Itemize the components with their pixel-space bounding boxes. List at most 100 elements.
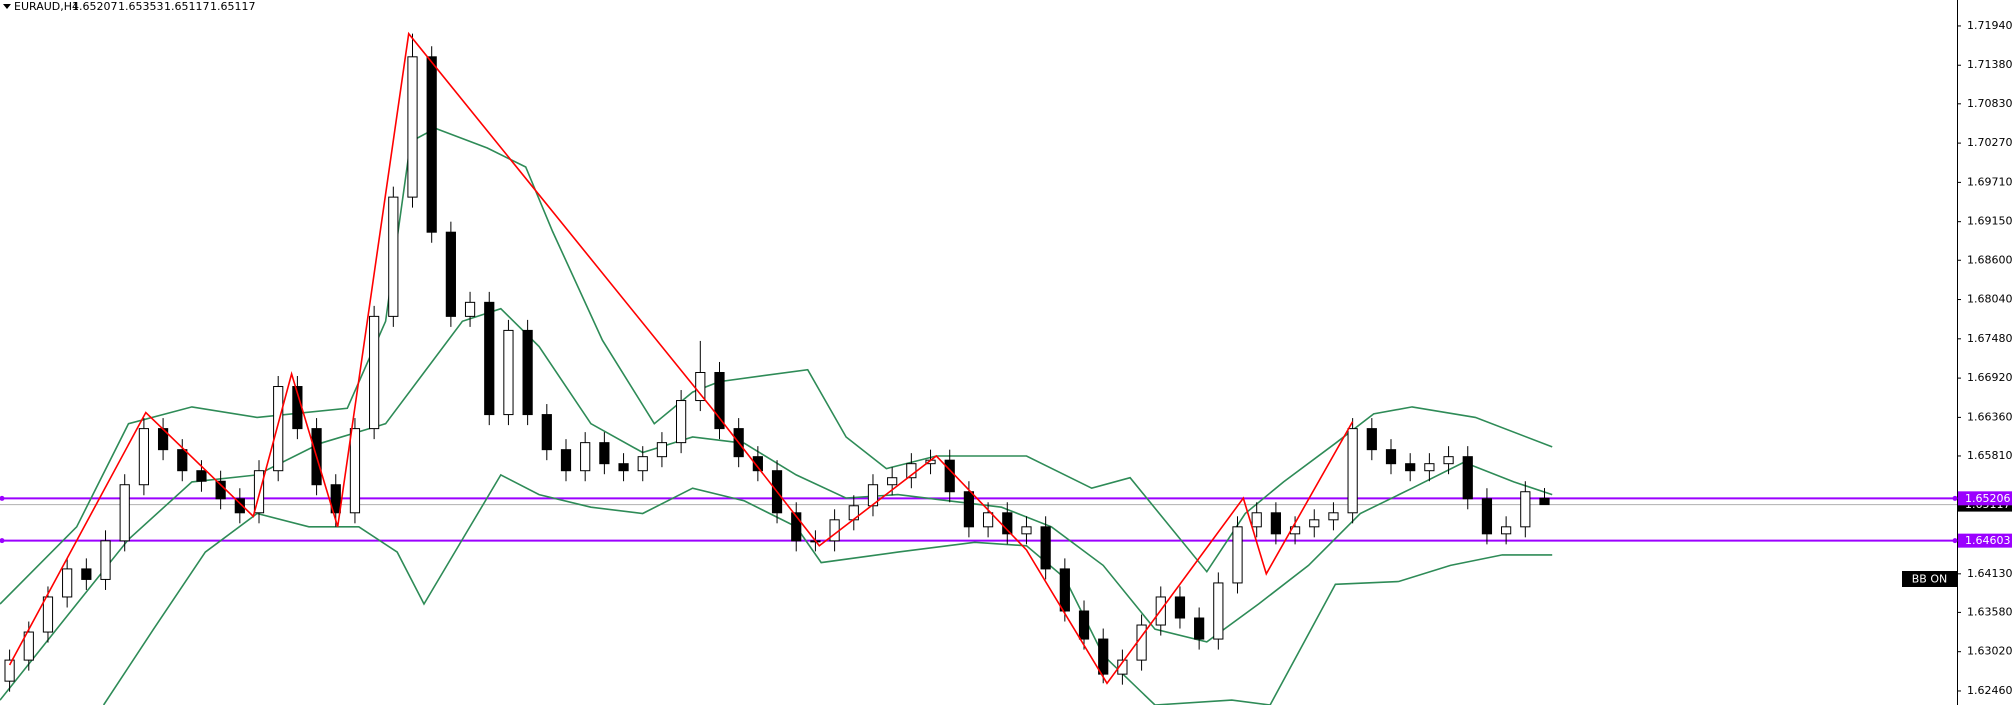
candle-body <box>407 56 418 198</box>
candle-body <box>580 442 591 472</box>
candle-body <box>42 596 54 633</box>
candle-body <box>100 540 111 580</box>
candle-body <box>1328 512 1339 521</box>
candle-body <box>330 484 341 514</box>
candle-body <box>1443 456 1454 465</box>
y-tick-label: 1.69150 <box>1967 215 2012 228</box>
candle-body <box>1501 526 1512 535</box>
y-tick-label: 1.70270 <box>1967 136 2012 149</box>
candle-body <box>1194 617 1205 640</box>
candle-body <box>1366 428 1377 451</box>
y-tick-label: 1.68600 <box>1967 253 2012 266</box>
candle-body <box>62 568 73 598</box>
candle-body <box>752 456 763 472</box>
candle-body <box>714 371 725 430</box>
candle-body <box>1117 659 1128 675</box>
symbol: EURAUD,H4 <box>14 0 79 13</box>
candle-body <box>1539 497 1550 506</box>
y-tick-label: 1.69710 <box>1967 175 2012 188</box>
menu-arrow[interactable] <box>3 4 11 9</box>
candle-body <box>1405 463 1416 472</box>
horizontal-line-label: 1.65206 <box>1965 492 2011 505</box>
candle-body <box>1174 596 1186 619</box>
header-high: 1.65353 <box>118 0 164 13</box>
y-tick-label: 1.65810 <box>1967 449 2012 462</box>
candle-body <box>944 459 955 493</box>
candle-body <box>484 301 495 416</box>
candle-body <box>791 512 802 542</box>
candle-body <box>541 414 552 451</box>
candle-body <box>119 484 130 542</box>
bollinger-band <box>0 127 1553 605</box>
candle-body <box>426 56 437 233</box>
candle-body <box>81 568 92 580</box>
y-tick-label: 1.66360 <box>1967 410 2012 423</box>
bollinger-band <box>102 473 1553 705</box>
candle-body <box>656 442 668 458</box>
candle-body <box>1213 582 1224 640</box>
candle-body <box>196 470 207 482</box>
horizontal-line-label-box <box>1958 491 2012 506</box>
candle-body <box>1424 463 1435 472</box>
candle-body <box>1059 568 1070 612</box>
zigzag <box>8 31 1354 685</box>
candle-body <box>253 470 265 514</box>
header-close: 1.65117 <box>210 0 256 13</box>
candle-body <box>1040 526 1051 570</box>
candle-body <box>1385 449 1397 465</box>
candle-body <box>1520 491 1531 528</box>
candle-body <box>1270 512 1281 535</box>
y-tick-label: 1.63020 <box>1967 645 2012 658</box>
candle-body <box>369 315 380 430</box>
candle-body <box>1232 526 1243 584</box>
line-handle <box>1952 495 1958 501</box>
candle-body <box>23 631 34 661</box>
candle-body <box>234 498 245 514</box>
candle-body <box>1309 519 1320 528</box>
line-handle <box>0 538 5 544</box>
candle-body <box>1078 610 1090 640</box>
candle-body <box>676 400 687 444</box>
y-tick-label: 1.62460 <box>1967 684 2012 697</box>
y-tick-label: 1.67480 <box>1967 332 2012 345</box>
candle-body <box>982 512 994 528</box>
y-tick-label: 1.70830 <box>1967 97 2012 110</box>
candle-body <box>867 484 879 507</box>
y-tick-label: 1.64130 <box>1967 567 2012 580</box>
candle-body <box>177 449 188 472</box>
header-low: 1.65117 <box>164 0 210 13</box>
candle-body <box>695 371 706 402</box>
y-tick-label: 1.71380 <box>1967 58 2012 71</box>
candle-body <box>963 491 975 528</box>
candle-body <box>1251 512 1262 528</box>
indicator-badge[interactable] <box>1902 571 1957 587</box>
candle-body <box>349 428 361 514</box>
candle-body <box>1347 428 1358 514</box>
candle-body <box>388 196 399 317</box>
horizontal-line-label-box <box>1958 533 2012 548</box>
y-tick-label: 1.68040 <box>1967 293 2012 306</box>
candle-body <box>560 449 572 472</box>
line-handle <box>0 495 5 501</box>
header-open: 1.65207 <box>72 0 118 13</box>
candle-body <box>1021 526 1032 535</box>
candle-body <box>599 442 610 465</box>
candle-body <box>464 301 476 317</box>
line-handle <box>1952 538 1958 544</box>
y-tick-label: 1.66920 <box>1967 371 2012 384</box>
candle-body <box>1136 624 1147 661</box>
candle-body <box>4 659 15 682</box>
candle-body <box>618 463 629 472</box>
candle-body <box>637 456 648 472</box>
candle-body <box>522 329 533 416</box>
candle-body <box>138 428 150 486</box>
candle-body <box>1098 638 1109 675</box>
indicator-label: BB ON <box>1912 573 1947 586</box>
candle-body <box>829 519 840 542</box>
y-tick-label: 1.71940 <box>1967 19 2012 32</box>
candle-body <box>445 231 456 317</box>
candle-body <box>1481 498 1493 535</box>
horizontal-line-label: 1.64603 <box>1965 534 2011 547</box>
